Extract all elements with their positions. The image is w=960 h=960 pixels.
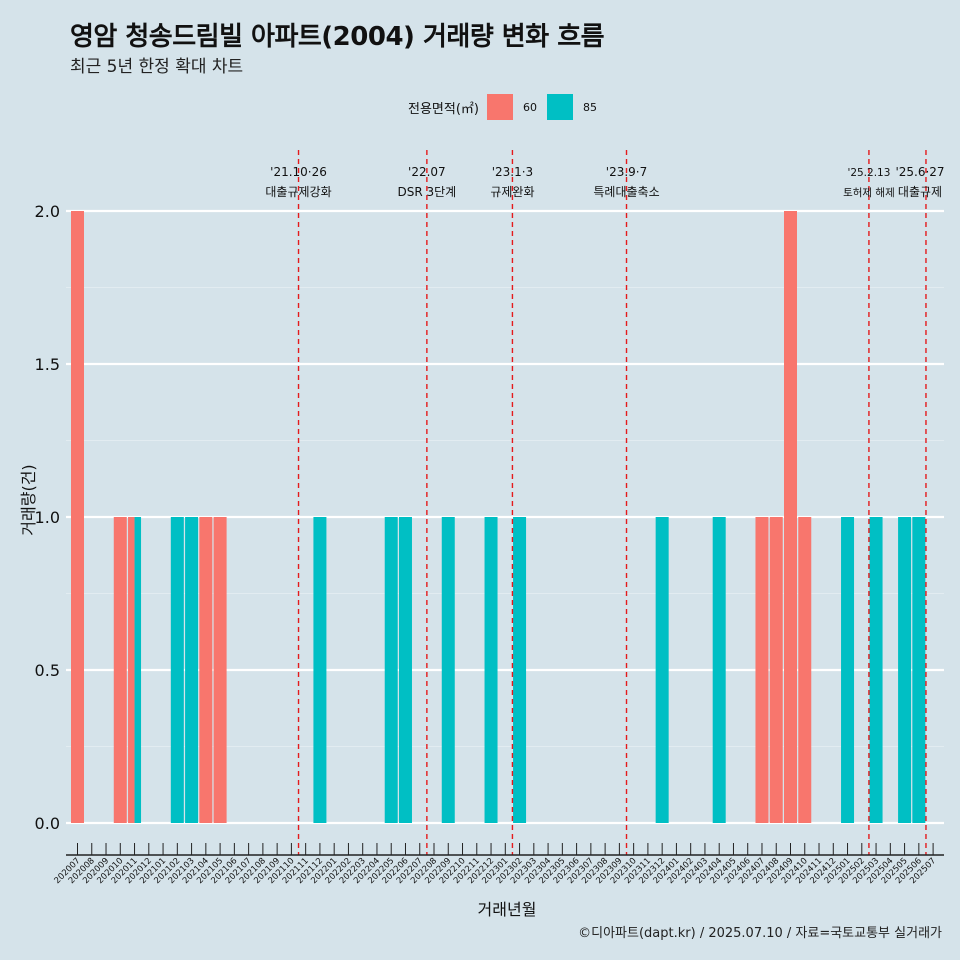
bar <box>655 517 669 823</box>
event-date: '23.9·7 <box>606 165 647 179</box>
bar <box>71 211 84 823</box>
bar <box>755 517 769 823</box>
bar <box>134 517 142 823</box>
bar <box>869 517 883 823</box>
event-date: '25.6·27 <box>895 165 944 179</box>
legend-title: 전용면적(㎡) <box>408 101 479 117</box>
bar <box>113 517 127 823</box>
bar <box>170 517 184 823</box>
y-tick-label: 0.5 <box>35 661 60 680</box>
bar <box>712 517 726 823</box>
event-label: 토허제 해제 <box>843 186 895 199</box>
y-tick-label: 1.5 <box>35 355 60 374</box>
grid-lines <box>66 209 944 825</box>
bar <box>484 517 498 823</box>
y-axis-label: 거래량(건) <box>19 464 38 535</box>
legend-swatch-60 <box>486 94 513 120</box>
chart-title: 영암 청송드림빌 아파트(2004) 거래량 변화 흐름 <box>70 22 605 52</box>
y-tick-label: 1.0 <box>35 508 60 527</box>
x-axis-label: 거래년월 <box>478 900 537 919</box>
bar <box>128 517 135 823</box>
legend-label-60: 60 <box>522 100 537 114</box>
event-date: '23.1·3 <box>492 165 533 179</box>
bar <box>213 517 227 823</box>
bar <box>784 211 797 823</box>
event-date: '25.2.13 <box>847 167 890 179</box>
bar <box>185 517 199 823</box>
event-date: '22.07 <box>408 165 446 179</box>
event-label: 대출규제 <box>898 185 942 199</box>
legend: 전용면적(㎡) 60 85 <box>408 93 607 121</box>
bar <box>513 517 527 823</box>
bar <box>841 517 855 823</box>
y-tick-label: 2.0 <box>35 202 60 221</box>
bar <box>199 517 213 823</box>
event-label: 특례대출축소 <box>593 185 659 199</box>
event-date: '21.10·26 <box>270 165 327 179</box>
bar <box>441 517 455 823</box>
bars <box>71 211 926 823</box>
y-tick-label: 0.0 <box>35 814 60 833</box>
bar <box>313 517 327 823</box>
legend-label-85: 85 <box>582 100 597 114</box>
event-lines <box>297 150 927 855</box>
bar <box>398 517 412 823</box>
caption: ©디아파트(dapt.kr) / 2025.07.10 / 자료=국토교통부 실… <box>578 926 942 941</box>
event-label: DSR 3단계 <box>398 185 457 199</box>
y-axis-ticks: 0.0 0.5 1.0 1.5 2.0 <box>35 202 60 833</box>
x-axis: 2020072020082020092020102020112020122021… <box>53 843 944 886</box>
event-label: 대출규제강화 <box>265 185 331 199</box>
event-annotations: '21.10·26 대출규제강화 '22.07 DSR 3단계 '23.1·3 규제완화 '… <box>265 165 944 199</box>
event-label: 규제완화 <box>490 185 534 199</box>
bar <box>912 517 926 823</box>
chart-subtitle: 최근 5년 한정 확대 차트 <box>70 57 244 77</box>
legend-swatch-85 <box>546 94 573 120</box>
bar <box>798 517 812 823</box>
bar <box>769 517 783 823</box>
bar <box>898 517 912 823</box>
bar <box>384 517 398 823</box>
